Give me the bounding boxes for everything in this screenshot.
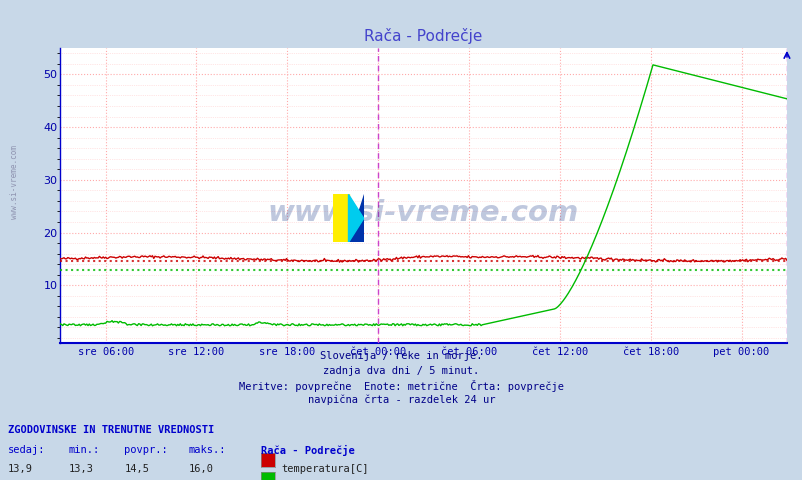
Text: 16,0: 16,0 (188, 464, 213, 474)
Text: 13,3: 13,3 (68, 464, 93, 474)
Polygon shape (348, 194, 363, 242)
Text: 14,5: 14,5 (124, 464, 149, 474)
Text: zadnja dva dni / 5 minut.: zadnja dva dni / 5 minut. (323, 366, 479, 376)
Text: navpična črta - razdelek 24 ur: navpična črta - razdelek 24 ur (307, 395, 495, 405)
Text: povpr.:: povpr.: (124, 445, 168, 455)
Bar (333, 194, 348, 242)
Text: maks.:: maks.: (188, 445, 226, 455)
Text: sedaj:: sedaj: (8, 445, 46, 455)
Text: temperatura[C]: temperatura[C] (282, 464, 369, 474)
Text: 13,9: 13,9 (8, 464, 33, 474)
Text: www.si-vreme.com: www.si-vreme.com (268, 199, 578, 228)
Text: Rača - Podrečje: Rača - Podrečje (261, 445, 354, 456)
Text: Meritve: povprečne  Enote: metrične  Črta: povprečje: Meritve: povprečne Enote: metrične Črta:… (239, 380, 563, 392)
Text: Slovenija / reke in morje.: Slovenija / reke in morje. (320, 351, 482, 361)
Text: min.:: min.: (68, 445, 99, 455)
Text: ZGODOVINSKE IN TRENUTNE VREDNOSTI: ZGODOVINSKE IN TRENUTNE VREDNOSTI (8, 425, 214, 435)
Text: www.si-vreme.com: www.si-vreme.com (10, 145, 18, 219)
Polygon shape (348, 194, 363, 242)
Title: Rača - Podrečje: Rača - Podrečje (364, 28, 482, 44)
